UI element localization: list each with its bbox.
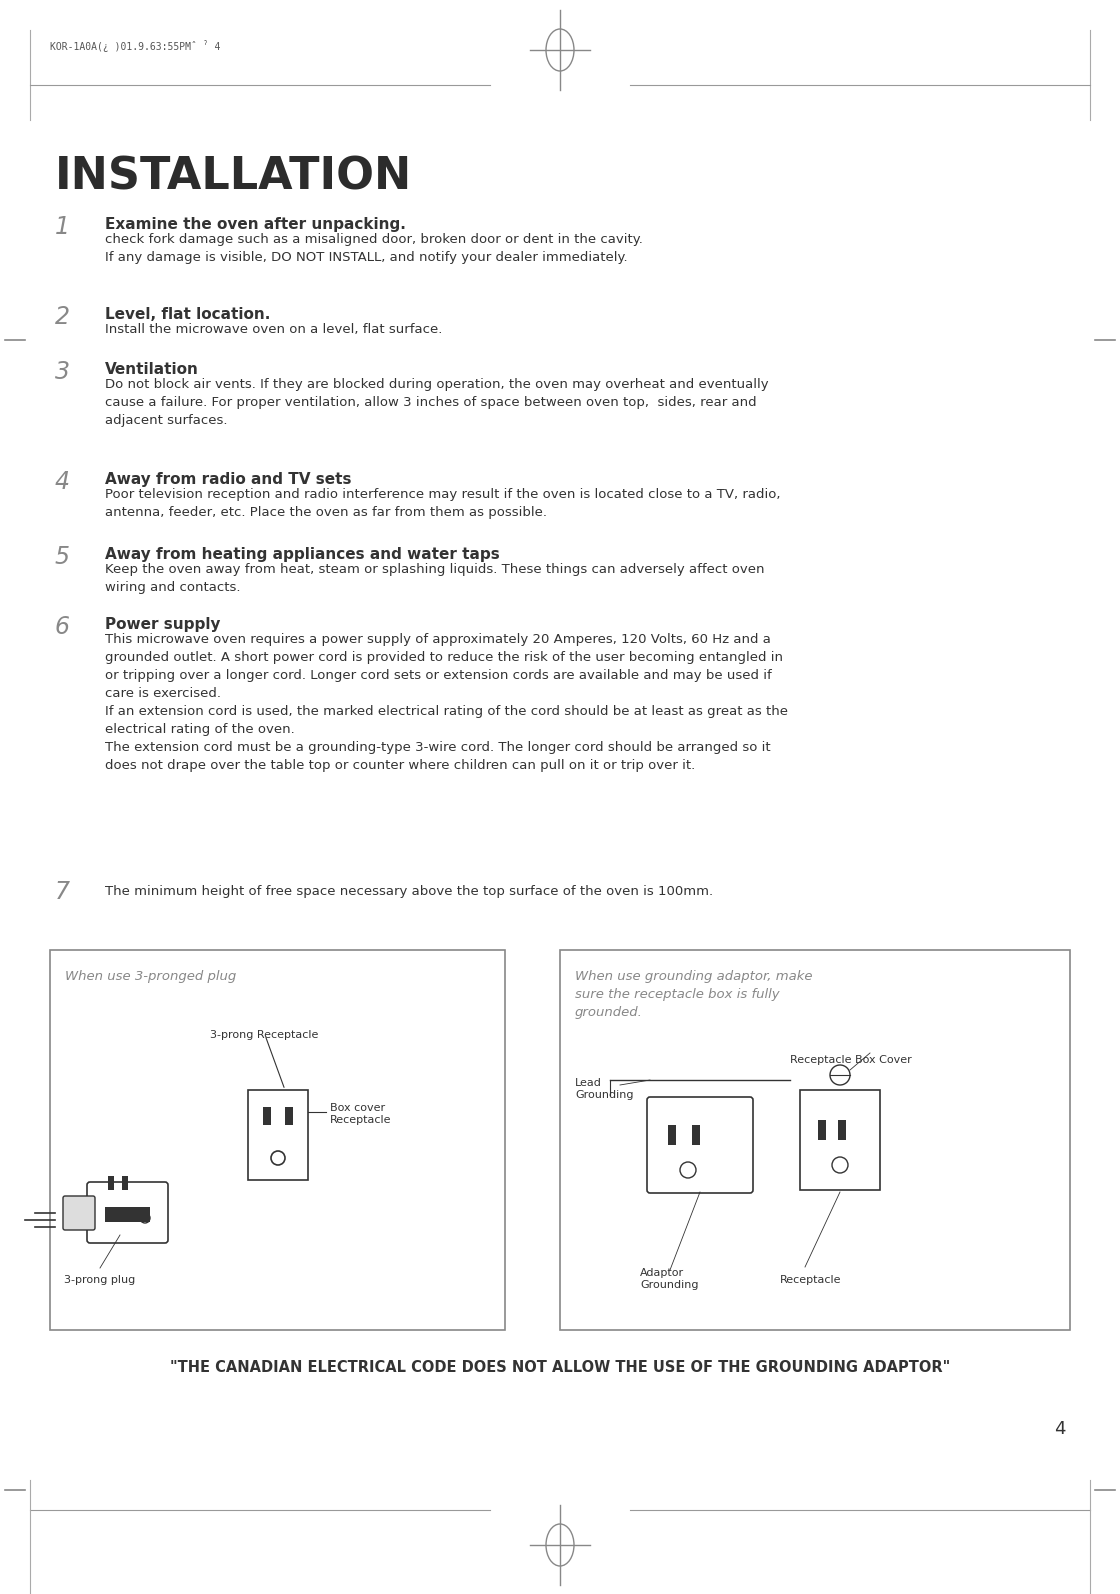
FancyBboxPatch shape <box>63 1196 95 1231</box>
Text: The minimum height of free space necessary above the top surface of the oven is : The minimum height of free space necessa… <box>105 885 713 897</box>
Bar <box>122 1176 128 1191</box>
Text: 5: 5 <box>55 545 69 569</box>
Text: check fork damage such as a misaligned door, broken door or dent in the cavity.
: check fork damage such as a misaligned d… <box>105 233 643 265</box>
Text: When use grounding adaptor, make
sure the receptacle box is fully
grounded.: When use grounding adaptor, make sure th… <box>575 971 812 1019</box>
Text: Poor television reception and radio interference may result if the oven is locat: Poor television reception and radio inte… <box>105 488 781 520</box>
Text: Grounding: Grounding <box>575 1090 634 1100</box>
Bar <box>105 1207 150 1223</box>
Text: Adaptor: Adaptor <box>640 1267 684 1278</box>
Text: 6: 6 <box>55 615 69 639</box>
FancyBboxPatch shape <box>560 950 1070 1329</box>
Bar <box>800 1090 880 1191</box>
Text: Receptacle: Receptacle <box>330 1114 392 1125</box>
Text: Level, flat location.: Level, flat location. <box>105 308 270 322</box>
Text: When use 3-pronged plug: When use 3-pronged plug <box>65 971 236 983</box>
Bar <box>838 1121 846 1140</box>
Text: Keep the oven away from heat, steam or splashing liquids. These things can adver: Keep the oven away from heat, steam or s… <box>105 563 765 595</box>
Text: Power supply: Power supply <box>105 617 221 631</box>
Bar <box>248 1090 308 1180</box>
Text: This microwave oven requires a power supply of approximately 20 Amperes, 120 Vol: This microwave oven requires a power sup… <box>105 633 788 771</box>
Text: 4: 4 <box>1054 1420 1066 1438</box>
Text: Away from heating appliances and water taps: Away from heating appliances and water t… <box>105 547 500 563</box>
Text: Do not block air vents. If they are blocked during operation, the oven may overh: Do not block air vents. If they are bloc… <box>105 378 768 427</box>
FancyBboxPatch shape <box>50 950 505 1329</box>
Text: Install the microwave oven on a level, flat surface.: Install the microwave oven on a level, f… <box>105 324 442 336</box>
Text: INSTALLATION: INSTALLATION <box>55 155 412 198</box>
Text: Examine the oven after unpacking.: Examine the oven after unpacking. <box>105 217 405 233</box>
Bar <box>284 1106 293 1125</box>
Text: Away from radio and TV sets: Away from radio and TV sets <box>105 472 352 488</box>
Text: Lead: Lead <box>575 1078 601 1089</box>
Text: 3: 3 <box>55 360 69 384</box>
Text: Box cover: Box cover <box>330 1103 385 1113</box>
FancyBboxPatch shape <box>647 1097 753 1192</box>
Bar <box>668 1125 676 1144</box>
Bar <box>818 1121 825 1140</box>
Bar <box>263 1106 271 1125</box>
Text: 2: 2 <box>55 304 69 328</box>
Text: 7: 7 <box>55 880 69 904</box>
Text: 1: 1 <box>55 215 69 239</box>
Text: KOR-1A0A(¿ )01.9.63:55PMˆ ˀ 4: KOR-1A0A(¿ )01.9.63:55PMˆ ˀ 4 <box>50 40 221 53</box>
Bar <box>108 1176 114 1191</box>
Text: Receptacle: Receptacle <box>780 1275 841 1285</box>
Text: 4: 4 <box>55 470 69 494</box>
Text: 3-prong Receptacle: 3-prong Receptacle <box>211 1030 318 1039</box>
Text: Grounding: Grounding <box>640 1280 699 1290</box>
Bar <box>692 1125 700 1144</box>
Text: Receptacle Box Cover: Receptacle Box Cover <box>790 1055 912 1065</box>
Text: Ventilation: Ventilation <box>105 362 199 378</box>
Text: "THE CANADIAN ELECTRICAL CODE DOES NOT ALLOW THE USE OF THE GROUNDING ADAPTOR": "THE CANADIAN ELECTRICAL CODE DOES NOT A… <box>170 1360 950 1376</box>
Text: 3-prong plug: 3-prong plug <box>64 1275 136 1285</box>
FancyBboxPatch shape <box>87 1183 168 1243</box>
